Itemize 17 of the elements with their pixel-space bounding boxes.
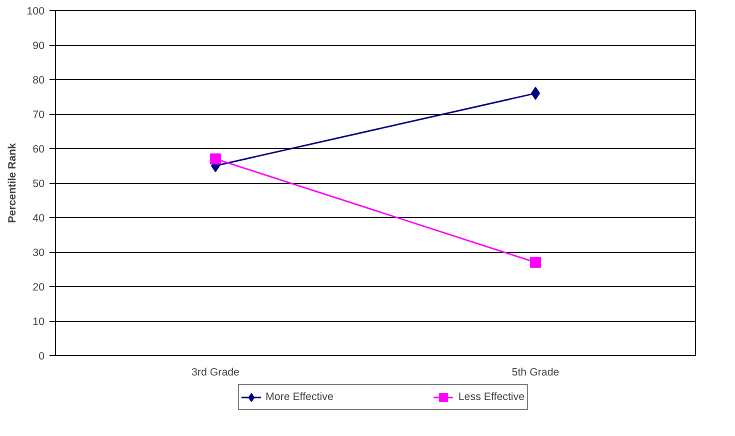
y-tick-label: 100 <box>26 6 45 18</box>
y-tick-label: 40 <box>32 212 45 224</box>
y-tick-label: 30 <box>32 247 45 259</box>
y-axis-title: Percentile Rank <box>6 142 19 223</box>
legend-label: Less Effective <box>458 391 525 403</box>
y-tick-label: 90 <box>32 40 45 52</box>
x-tick-label: 5th Grade <box>512 366 560 378</box>
y-tick-label: 0 <box>38 350 45 362</box>
x-tick-label: 3rd Grade <box>192 366 240 378</box>
y-tick-label: 20 <box>32 282 45 294</box>
y-tick-label: 50 <box>32 178 45 190</box>
y-tick-label: 10 <box>32 316 45 328</box>
point <box>530 256 541 268</box>
y-tick-label: 70 <box>32 109 45 121</box>
y-tick-label: 80 <box>32 74 45 86</box>
legend-label: More Effective <box>265 391 334 403</box>
y-tick-label: 60 <box>32 144 45 156</box>
